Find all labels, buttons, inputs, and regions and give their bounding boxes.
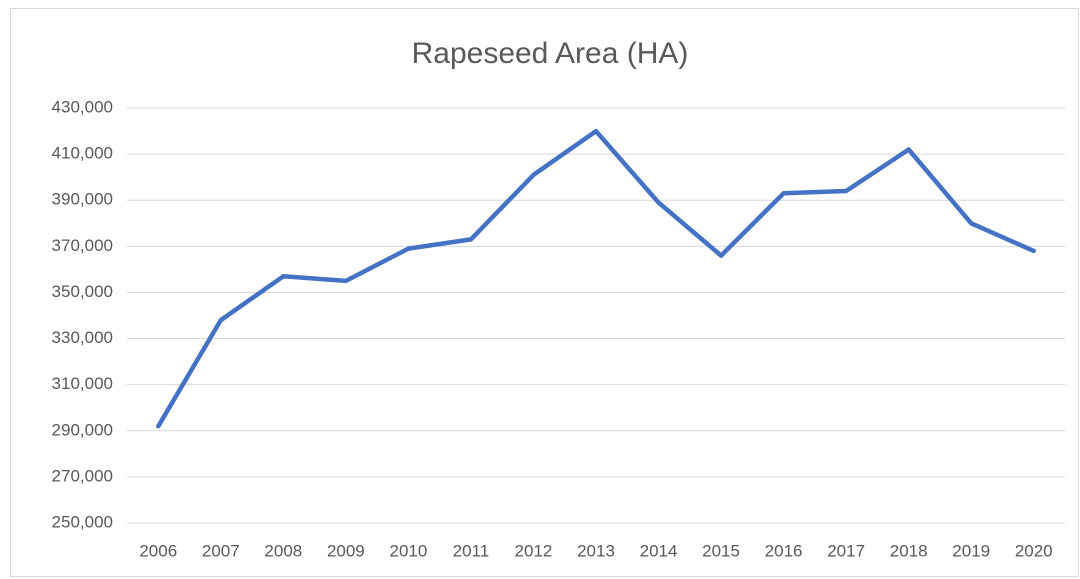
x-tick-label: 2016 — [765, 541, 803, 560]
x-tick-label: 2014 — [640, 541, 678, 560]
x-tick-label: 2007 — [202, 541, 240, 560]
x-tick-label: 2018 — [890, 541, 928, 560]
x-tick-label: 2017 — [827, 541, 865, 560]
y-tick-label: 250,000 — [52, 512, 113, 531]
data-line — [156, 128, 1036, 429]
y-tick-label: 350,000 — [52, 282, 113, 301]
chart-title: Rapeseed Area (HA) — [412, 37, 689, 70]
y-tick-label: 310,000 — [52, 374, 113, 393]
y-tick-label: 390,000 — [52, 190, 113, 209]
x-tick-label: 2015 — [702, 541, 740, 560]
x-tick-label: 2012 — [515, 541, 553, 560]
x-tick-label: 2020 — [1015, 541, 1053, 560]
y-tick-label: 330,000 — [52, 328, 113, 347]
x-tick-label: 2006 — [139, 541, 177, 560]
x-tick-label: 2009 — [327, 541, 365, 560]
y-tick-label: 370,000 — [52, 236, 113, 255]
x-tick-label: 2008 — [264, 541, 302, 560]
x-tick-label: 2010 — [389, 541, 427, 560]
y-tick-label: 410,000 — [52, 144, 113, 163]
x-tick-label: 2013 — [577, 541, 615, 560]
y-tick-label: 430,000 — [52, 97, 113, 116]
x-tick-label: 2011 — [453, 541, 490, 560]
y-tick-label: 290,000 — [52, 420, 113, 439]
x-tick-label: 2019 — [952, 541, 990, 560]
y-tick-label: 270,000 — [52, 466, 113, 485]
